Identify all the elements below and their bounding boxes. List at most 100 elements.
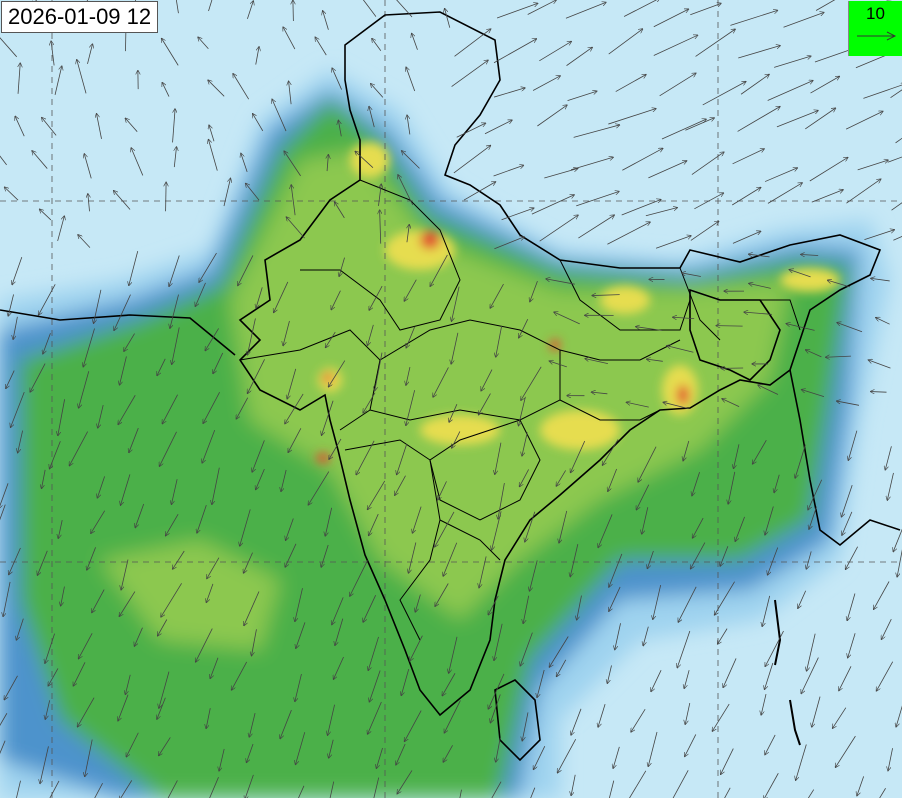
wind-arrow (846, 546, 859, 570)
wind-arrow (647, 550, 654, 568)
wind-arrow (721, 748, 734, 775)
wind-arrow (406, 67, 416, 92)
wind-arrow (287, 368, 297, 399)
wind-arrow (519, 318, 529, 337)
wind-arrow (238, 255, 254, 285)
wind-arrow (874, 581, 890, 610)
wind-arrow (712, 703, 730, 731)
wind-arrow (796, 744, 807, 780)
wind-arrow (210, 657, 219, 679)
wind-arrow (332, 68, 342, 90)
wind-arrow (730, 10, 777, 26)
wind-arrow (97, 476, 105, 497)
wind-arrow (16, 618, 24, 640)
wind-arrow (554, 312, 580, 325)
wind-arrow (685, 702, 691, 724)
wind-arrow (723, 658, 737, 687)
wind-arrow (203, 391, 220, 423)
wind-arrow (522, 712, 529, 740)
wind-arrow (871, 278, 890, 282)
wind-arrow (121, 559, 129, 590)
wind-arrow (826, 356, 851, 357)
wind-arrow (738, 46, 780, 59)
wind-arrow (802, 390, 825, 397)
wind-arrow (643, 626, 649, 646)
wind-arrow (451, 332, 459, 364)
wind-arrow (435, 583, 449, 607)
wind-arrow (363, 594, 377, 622)
wind-arrow (206, 583, 214, 602)
wind-arrow (648, 161, 686, 179)
wind-arrow (443, 745, 453, 762)
wind-arrow (406, 390, 416, 425)
wind-arrow (283, 27, 296, 50)
wind-arrow (570, 157, 613, 171)
wind-arrow (308, 471, 330, 505)
wind-arrow (286, 217, 305, 239)
wind-arrow (488, 673, 505, 709)
wind-arrow (559, 510, 568, 543)
wind-arrow (885, 446, 892, 469)
wind-arrow (839, 666, 852, 690)
wind-arrow (98, 404, 104, 428)
wind-arrow (890, 89, 902, 99)
wind-arrow (9, 547, 21, 574)
wind-arrow (78, 697, 95, 727)
wind-arrow (521, 366, 542, 400)
wind-arrow (456, 123, 486, 138)
wind-arrow (520, 469, 529, 486)
wind-arrow (3, 581, 11, 616)
wind-arrow (369, 670, 381, 701)
wind-arrow (405, 710, 422, 742)
wind-arrow (335, 202, 345, 219)
wind-arrow (842, 485, 853, 517)
wind-arrow (334, 656, 344, 679)
wind-arrow (37, 550, 48, 575)
wind-arrow (565, 2, 606, 19)
wind-arrow (522, 432, 528, 455)
wind-arrow (12, 256, 23, 284)
wind-arrow (435, 511, 455, 547)
wind-arrow (693, 517, 704, 538)
wind-arrow (402, 151, 420, 169)
wind-arrow (837, 401, 860, 406)
wind-arrow (73, 662, 86, 686)
wind-arrow (233, 74, 250, 100)
wind-arrow (887, 472, 894, 500)
wind-arrow (11, 391, 25, 427)
wind-arrow (121, 474, 131, 505)
wind-arrow (678, 586, 697, 622)
wind-arrow (45, 700, 51, 719)
wind-arrow (125, 674, 131, 695)
wind-arrow (636, 327, 663, 331)
wind-arrow (451, 60, 488, 87)
wind-arrow (463, 182, 495, 201)
wind-arrow (331, 290, 341, 310)
wind-arrow (339, 257, 345, 277)
wind-arrow (48, 668, 59, 685)
wind-arrow (452, 286, 460, 321)
wind-arrow (879, 788, 886, 798)
wind-arrow (18, 430, 24, 453)
wind-arrow (895, 137, 902, 144)
wind-arrow (613, 746, 620, 768)
wind-arrow (495, 442, 502, 474)
wind-arrow (247, 318, 256, 354)
wind-arrow (13, 316, 18, 339)
wind-arrow (815, 0, 836, 11)
wind-arrow (369, 285, 383, 310)
wind-arrow (321, 544, 329, 567)
wind-arrow (157, 697, 166, 719)
wind-arrow (501, 208, 534, 221)
wind-arrow (631, 708, 646, 732)
wind-arrow (811, 190, 843, 203)
wind-arrow (765, 734, 776, 755)
wind-arrow (608, 29, 643, 55)
wind-arrow (857, 160, 888, 171)
wind-arrow (252, 440, 265, 472)
wind-arrow (764, 773, 779, 798)
wind-arrow (530, 280, 538, 301)
wind-arrow (40, 209, 52, 221)
